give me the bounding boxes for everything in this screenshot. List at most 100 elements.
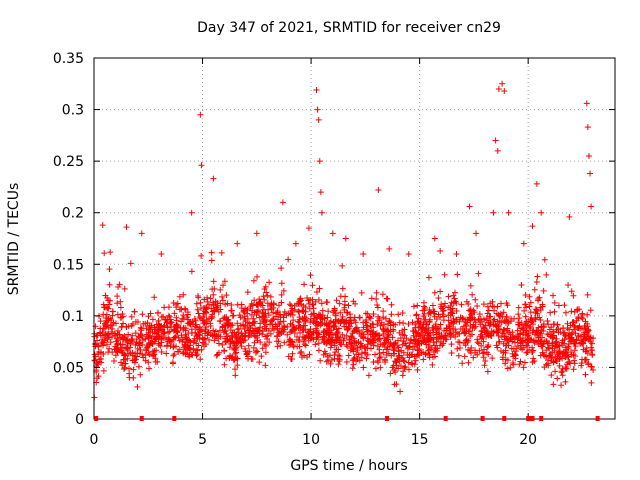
data-point [339,331,346,338]
data-point [505,209,512,216]
data-point [276,320,283,327]
zero-marker [480,416,485,421]
data-point [114,311,121,318]
data-point [146,365,153,372]
data-point [296,329,303,336]
data-point [494,303,501,310]
data-point [171,327,178,334]
data-point [309,301,316,308]
data-point [430,348,437,355]
data-point [165,304,172,311]
y-axis-ticks: 0 0.05 0.1 0.15 0.2 0.25 0.3 0.35 [53,51,615,428]
x-tick-label: 10 [302,432,320,448]
data-point [520,240,527,247]
data-point [588,379,595,386]
data-point [570,319,577,326]
data-point [435,311,442,318]
data-point [210,291,217,298]
data-point [533,279,540,286]
data-point [286,301,293,308]
data-point [218,249,225,256]
data-point [195,331,202,338]
data-point [264,292,271,299]
data-point [165,329,172,336]
data-point [497,300,504,307]
data-point [316,331,323,338]
data-point [380,314,387,321]
data-point [401,364,408,371]
data-point [251,339,258,346]
data-point [469,324,476,331]
data-point [142,320,149,327]
data-point [232,372,239,379]
data-point [315,347,322,354]
data-point [511,339,518,346]
data-point [490,209,497,216]
data-point [335,325,342,332]
data-point [355,351,362,358]
data-point [128,337,135,344]
data-point [237,314,244,321]
data-point [367,315,374,322]
data-point [192,330,199,337]
data-point [125,350,132,357]
data-point [495,85,502,92]
data-point [325,330,332,337]
data-point [480,301,487,308]
data-point [263,289,270,296]
data-point [400,320,407,327]
data-point [139,311,146,318]
data-point [94,375,101,382]
data-point [210,327,217,334]
data-point [474,302,481,309]
data-point [98,340,105,347]
data-point [348,334,355,341]
data-point [215,340,222,347]
data-point [557,329,564,336]
data-point [342,235,349,242]
data-point [123,224,130,231]
data-point [296,336,303,343]
data-point [307,272,314,279]
data-point [312,325,319,332]
data-point [128,322,135,329]
data-point [567,338,574,345]
data-point [222,328,229,335]
data-point [380,308,387,315]
data-point [317,189,324,196]
data-point [170,327,177,334]
data-point [116,331,123,338]
data-point [526,323,533,330]
data-point [570,366,577,373]
data-point [370,358,377,365]
data-point [300,302,307,309]
data-point [202,328,209,335]
data-point [194,306,201,313]
data-point [420,313,427,320]
data-point [219,341,226,348]
data-point [190,345,197,352]
data-point [571,323,578,330]
data-point [425,347,432,354]
data-point [433,316,440,323]
data-point [380,349,387,356]
data-point [433,336,440,343]
data-point [538,209,545,216]
data-point [363,319,370,326]
data-point [490,318,497,325]
data-point [106,301,113,308]
data-point [123,323,130,330]
data-point [121,285,128,292]
data-point [231,339,238,346]
data-point [527,309,534,316]
data-point [312,320,319,327]
data-point [499,356,506,363]
data-point [562,378,569,385]
data-point [137,340,144,347]
data-point [485,343,492,350]
data-point [504,365,511,372]
data-point [317,312,324,319]
data-point [341,323,348,330]
data-point [208,249,215,256]
data-point [131,308,138,315]
